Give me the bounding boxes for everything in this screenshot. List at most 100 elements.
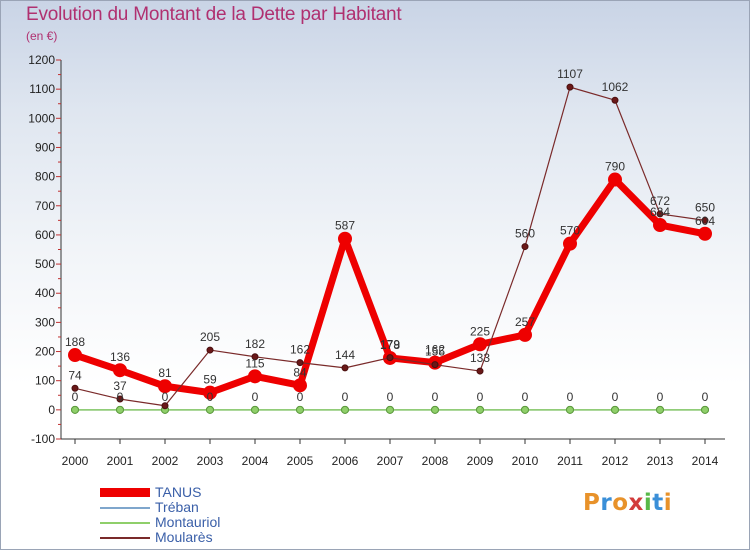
- data-point-moulares: [386, 354, 394, 362]
- data-label-treban: 0: [72, 390, 79, 404]
- data-label-treban: 0: [117, 390, 124, 404]
- data-point-montauriol: [431, 405, 439, 414]
- data-label-treban: 0: [207, 390, 214, 404]
- data-label-tanus: 790: [605, 160, 625, 174]
- data-label-tanus: 136: [110, 350, 130, 364]
- data-point-moulares: [251, 353, 259, 361]
- data-point-moulares: [341, 364, 349, 372]
- legend-label-tanus: TANUS: [155, 484, 202, 500]
- y-tick-label: -100: [31, 432, 55, 446]
- x-tick-label: 2007: [377, 454, 404, 468]
- data-point-tanus: [293, 378, 307, 393]
- data-point-tanus: [653, 218, 667, 233]
- legend-swatch-treban: [100, 507, 150, 509]
- data-point-montauriol: [656, 405, 664, 414]
- data-label-moulares: 144: [335, 348, 355, 362]
- data-label-moulares: 162: [290, 343, 310, 357]
- data-label-tanus: 570: [560, 224, 580, 238]
- data-point-moulares: [71, 384, 79, 392]
- data-point-moulares: [701, 216, 709, 224]
- data-label-treban: 0: [162, 390, 169, 404]
- y-tick-label: 1100: [29, 82, 55, 96]
- data-label-tanus: 162: [425, 343, 445, 357]
- data-point-montauriol: [341, 405, 349, 414]
- x-tick-label: 2005: [287, 454, 314, 468]
- legend-swatch-moulares: [100, 537, 150, 539]
- data-point-montauriol: [476, 405, 484, 414]
- y-tick-label: 1000: [28, 111, 55, 125]
- data-point-tanus: [113, 363, 127, 378]
- data-point-moulares: [431, 361, 439, 369]
- legend-label-montauriol: Montauriol: [155, 514, 221, 530]
- data-label-tanus: 178: [380, 338, 400, 352]
- logo-letter: o: [612, 490, 629, 516]
- data-point-moulares: [476, 367, 484, 375]
- y-tick-label: 300: [35, 315, 55, 329]
- x-tick-label: 2003: [197, 454, 224, 468]
- chart-subtitle: (en €): [26, 29, 58, 43]
- data-point-moulares: [296, 359, 304, 367]
- data-point-moulares: [521, 243, 529, 251]
- data-point-tanus: [203, 385, 217, 400]
- data-label-treban: 0: [702, 390, 709, 404]
- data-label-moulares: 650: [695, 200, 715, 214]
- y-tick-label: 700: [35, 199, 55, 213]
- data-labels-layer: 0 0 0 0 0 0 0 0 0 0 0 0 0 0 0 188 136 81 59 115 84 587 178 162 2…: [65, 67, 715, 404]
- x-tick-label: 2012: [602, 454, 629, 468]
- data-label-tanus: 634: [650, 205, 670, 219]
- data-label-moulares: 1062: [602, 80, 629, 94]
- y-tick-label: 900: [35, 140, 55, 154]
- legend-swatch-montauriol: [100, 522, 150, 524]
- series-layer: [68, 83, 712, 414]
- data-label-moulares: 133: [470, 351, 490, 365]
- y-tick-label: 200: [35, 345, 55, 359]
- data-point-montauriol: [566, 405, 574, 414]
- data-label-moulares: 560: [515, 227, 535, 241]
- legend-item-moulares: Moularès: [100, 529, 300, 545]
- data-label-moulares: 74: [68, 368, 82, 382]
- logo-letter: P: [583, 490, 601, 516]
- data-label-moulares: 205: [200, 330, 220, 344]
- data-point-montauriol: [611, 405, 619, 414]
- data-point-montauriol: [701, 405, 709, 414]
- data-label-tanus: 587: [335, 219, 355, 233]
- data-point-tanus: [158, 379, 172, 394]
- data-label-treban: 0: [612, 390, 619, 404]
- legend-label-moulares: Moularès: [155, 529, 213, 545]
- data-point-moulares: [566, 83, 574, 91]
- data-label-treban: 0: [252, 390, 259, 404]
- data-label-treban: 0: [342, 390, 349, 404]
- x-tick-label: 2010: [512, 454, 539, 468]
- x-tick-label: 2009: [467, 454, 494, 468]
- data-label-moulares: 1107: [557, 67, 583, 81]
- data-label-moulares: 182: [245, 337, 265, 351]
- x-tick-label: 2014: [692, 454, 719, 468]
- data-label-tanus: 84: [293, 365, 307, 379]
- data-point-moulares: [116, 395, 124, 403]
- y-tick-label: 500: [35, 257, 55, 271]
- data-point-montauriol: [251, 405, 259, 414]
- logo-letter: t: [652, 490, 664, 516]
- data-point-moulares: [206, 346, 214, 354]
- data-label-moulares: 672: [650, 194, 670, 208]
- data-point-tanus: [338, 231, 352, 246]
- data-label-moulares: 37: [113, 379, 127, 393]
- data-point-tanus: [698, 226, 712, 241]
- legend-item-treban: Tréban: [100, 499, 300, 515]
- x-tick-label: 2011: [557, 454, 583, 468]
- chart-axes: -100010020030040050060070080090010001100…: [28, 53, 725, 468]
- logo-letter: x: [628, 490, 644, 516]
- x-tick-label: 2001: [107, 454, 134, 468]
- data-point-moulares: [611, 96, 619, 104]
- y-tick-label: 800: [35, 170, 55, 184]
- x-tick-label: 2006: [332, 454, 359, 468]
- data-label-moulares: 155: [425, 345, 445, 359]
- data-label-tanus: 257: [515, 315, 535, 329]
- legend-label-treban: Tréban: [155, 499, 199, 515]
- y-tick-label: 600: [35, 228, 55, 242]
- data-point-montauriol: [296, 405, 304, 414]
- data-label-treban: 0: [387, 390, 394, 404]
- data-point-tanus: [608, 172, 622, 187]
- data-label-treban: 0: [477, 390, 484, 404]
